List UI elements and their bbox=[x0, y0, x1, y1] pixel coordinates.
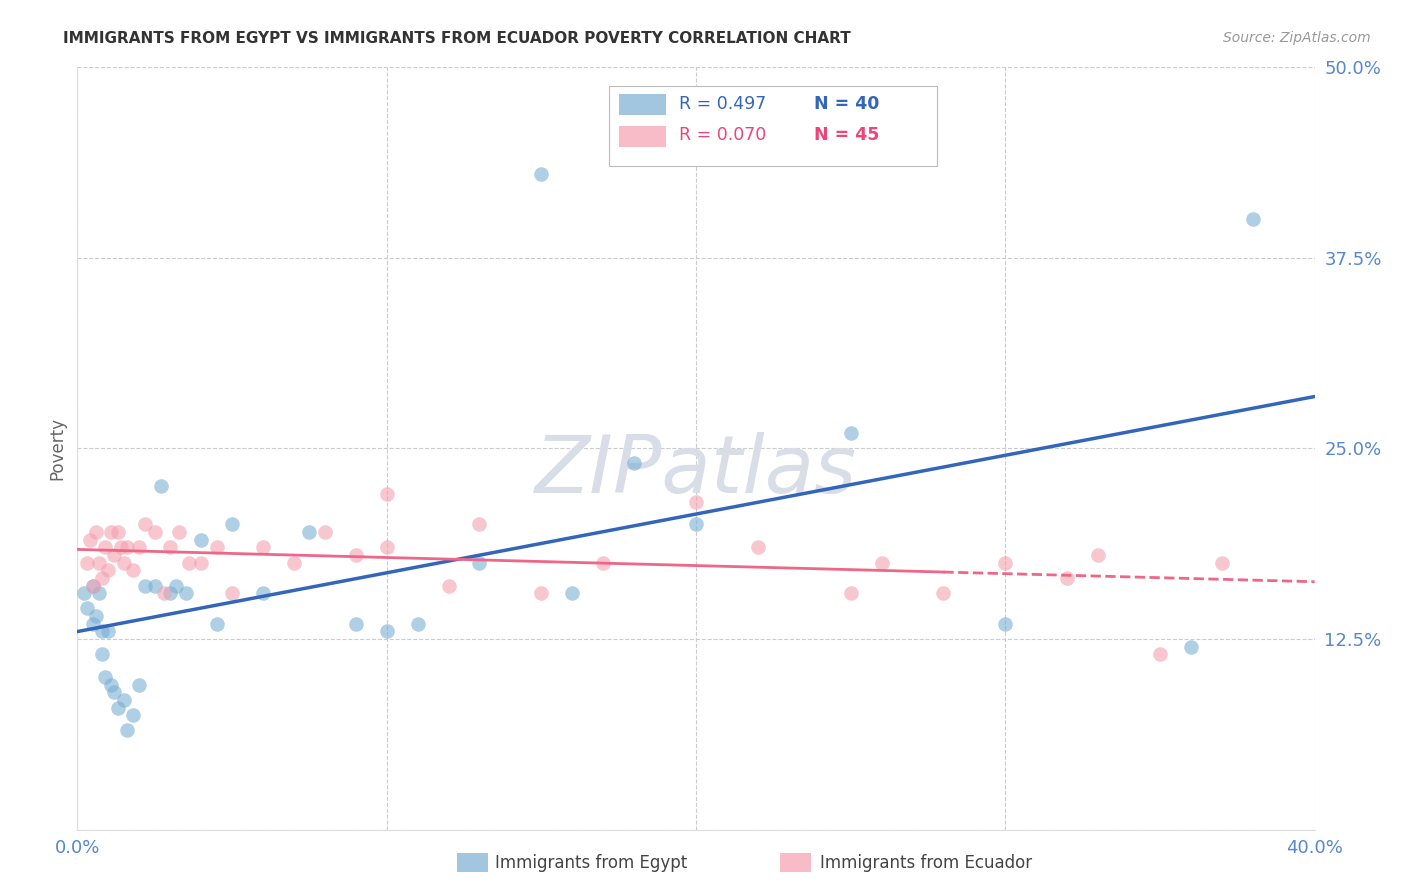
Point bbox=[115, 723, 138, 738]
Point bbox=[84, 525, 107, 540]
Point bbox=[406, 616, 429, 631]
Point bbox=[97, 563, 120, 577]
Point bbox=[97, 624, 120, 639]
Point bbox=[72, 586, 94, 600]
Point bbox=[82, 578, 104, 592]
Point bbox=[82, 578, 104, 592]
Point bbox=[1149, 647, 1171, 661]
Point bbox=[375, 541, 398, 555]
Point bbox=[283, 556, 305, 570]
Point bbox=[177, 556, 200, 570]
Point bbox=[128, 541, 150, 555]
Point bbox=[1180, 640, 1202, 654]
Point bbox=[344, 548, 367, 562]
Text: ZIPatlas: ZIPatlas bbox=[534, 432, 858, 510]
Point bbox=[149, 479, 172, 493]
Point bbox=[685, 517, 707, 532]
Point bbox=[115, 541, 138, 555]
Text: Immigrants from Egypt: Immigrants from Egypt bbox=[495, 854, 688, 871]
Point bbox=[190, 556, 212, 570]
Point bbox=[103, 548, 125, 562]
Point bbox=[107, 525, 129, 540]
Point bbox=[94, 541, 117, 555]
Point bbox=[169, 525, 191, 540]
Point bbox=[221, 517, 243, 532]
Point bbox=[252, 586, 274, 600]
Point bbox=[122, 708, 145, 723]
Point bbox=[298, 525, 321, 540]
Point bbox=[110, 541, 132, 555]
FancyBboxPatch shape bbox=[609, 86, 938, 166]
Point bbox=[134, 517, 156, 532]
Point bbox=[1211, 556, 1233, 570]
Point bbox=[747, 541, 769, 555]
Point bbox=[314, 525, 336, 540]
Point bbox=[94, 670, 117, 684]
Point bbox=[76, 556, 98, 570]
Point bbox=[530, 586, 553, 600]
Point bbox=[165, 578, 187, 592]
Point bbox=[1056, 571, 1078, 585]
Point bbox=[623, 457, 645, 471]
Point bbox=[205, 616, 228, 631]
Point bbox=[205, 541, 228, 555]
Point bbox=[375, 487, 398, 501]
Point bbox=[839, 425, 862, 440]
Point bbox=[932, 586, 955, 600]
Point bbox=[103, 685, 125, 699]
Text: Immigrants from Ecuador: Immigrants from Ecuador bbox=[820, 854, 1032, 871]
Point bbox=[159, 586, 181, 600]
Point bbox=[174, 586, 197, 600]
Point bbox=[1241, 212, 1264, 227]
Point bbox=[685, 494, 707, 508]
Point bbox=[344, 616, 367, 631]
Text: IMMIGRANTS FROM EGYPT VS IMMIGRANTS FROM ECUADOR POVERTY CORRELATION CHART: IMMIGRANTS FROM EGYPT VS IMMIGRANTS FROM… bbox=[63, 31, 851, 46]
Point bbox=[143, 578, 166, 592]
Point bbox=[79, 533, 101, 547]
Point bbox=[994, 616, 1017, 631]
Point bbox=[468, 517, 491, 532]
Point bbox=[91, 624, 114, 639]
Point bbox=[107, 700, 129, 714]
Point bbox=[100, 525, 122, 540]
Point bbox=[100, 678, 122, 692]
Point bbox=[87, 556, 110, 570]
Text: N = 45: N = 45 bbox=[814, 126, 879, 144]
Point bbox=[91, 647, 114, 661]
Point bbox=[82, 616, 104, 631]
Point bbox=[437, 578, 460, 592]
Point bbox=[592, 556, 614, 570]
Point bbox=[870, 556, 893, 570]
Point bbox=[112, 556, 135, 570]
Text: R = 0.497: R = 0.497 bbox=[679, 95, 766, 112]
Point bbox=[134, 578, 156, 592]
Point bbox=[190, 533, 212, 547]
Point bbox=[112, 693, 135, 707]
Point bbox=[530, 167, 553, 181]
Text: N = 40: N = 40 bbox=[814, 95, 879, 112]
Point bbox=[143, 525, 166, 540]
Point bbox=[994, 556, 1017, 570]
Point bbox=[1087, 548, 1109, 562]
Point bbox=[468, 556, 491, 570]
Point bbox=[252, 541, 274, 555]
Point bbox=[84, 609, 107, 624]
Point bbox=[221, 586, 243, 600]
Point bbox=[839, 586, 862, 600]
Point bbox=[122, 563, 145, 577]
Point bbox=[91, 571, 114, 585]
Text: Source: ZipAtlas.com: Source: ZipAtlas.com bbox=[1223, 31, 1371, 45]
Point bbox=[153, 586, 176, 600]
Text: R = 0.070: R = 0.070 bbox=[679, 126, 766, 144]
Point bbox=[375, 624, 398, 639]
Point bbox=[87, 586, 110, 600]
FancyBboxPatch shape bbox=[619, 126, 666, 147]
Point bbox=[561, 586, 583, 600]
Point bbox=[128, 678, 150, 692]
Point bbox=[76, 601, 98, 615]
Point bbox=[159, 541, 181, 555]
FancyBboxPatch shape bbox=[619, 94, 666, 115]
Y-axis label: Poverty: Poverty bbox=[48, 417, 66, 480]
